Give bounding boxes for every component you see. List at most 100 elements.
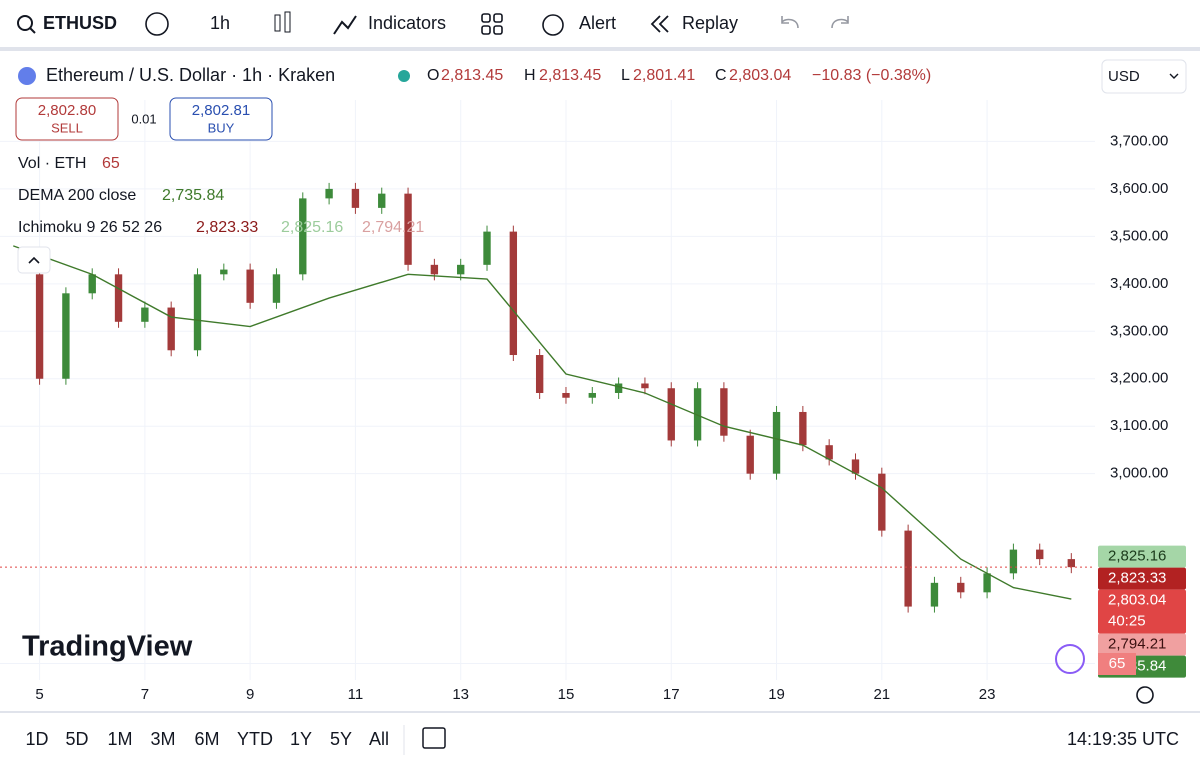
candles-icon bbox=[284, 11, 291, 33]
x-tick-label: 7 bbox=[141, 686, 149, 703]
candle-body bbox=[193, 274, 202, 351]
y-tick-label: 3,200.00 bbox=[1110, 370, 1168, 387]
interval[interactable]: 1h bbox=[210, 13, 230, 33]
currency-select[interactable] bbox=[1101, 59, 1187, 94]
candle-body bbox=[35, 274, 44, 379]
candle-body bbox=[799, 411, 807, 446]
range-button[interactable]: 3M bbox=[150, 729, 175, 749]
price-label bbox=[1098, 633, 1186, 656]
x-tick-label: 9 bbox=[246, 686, 254, 703]
candle-body bbox=[246, 269, 254, 303]
candle-body bbox=[299, 198, 307, 275]
y-tick-label: 3,300.00 bbox=[1110, 322, 1168, 339]
candle-body bbox=[904, 530, 912, 607]
add-symbol[interactable] bbox=[145, 12, 169, 36]
replay[interactable]: Replay bbox=[682, 13, 738, 33]
clock: 14:19:35 UTC bbox=[1067, 729, 1179, 749]
date-range-icon[interactable] bbox=[422, 727, 446, 749]
logo: TradingView bbox=[22, 631, 193, 663]
price-label-text: 2,794.21 bbox=[1108, 636, 1166, 653]
redo[interactable] bbox=[831, 16, 849, 29]
layout-icon bbox=[481, 25, 491, 35]
undo[interactable] bbox=[781, 16, 799, 29]
candle-body bbox=[167, 307, 175, 351]
assistant-icon[interactable] bbox=[1055, 644, 1085, 674]
collapse-icon bbox=[28, 256, 40, 264]
candle-body bbox=[851, 459, 860, 474]
sell-price: 2,802.80 bbox=[38, 102, 96, 119]
vol-name: Vol · ETH bbox=[18, 155, 86, 172]
layout-icon bbox=[493, 13, 503, 23]
vol-value: 65 bbox=[102, 155, 120, 172]
price-label bbox=[1098, 567, 1186, 590]
price-label bbox=[1098, 545, 1186, 568]
layout-icon[interactable] bbox=[481, 13, 491, 23]
price-label-text: 2,803.04 bbox=[1108, 592, 1166, 609]
range-button[interactable]: All bbox=[369, 729, 389, 749]
sell-label: SELL bbox=[51, 120, 83, 135]
plot bbox=[0, 182, 1095, 613]
price-label-text: 2,825.16 bbox=[1108, 548, 1166, 565]
search-icon[interactable] bbox=[17, 15, 33, 31]
symbol[interactable]: ETHUSD bbox=[43, 13, 117, 33]
range-button[interactable]: 5D bbox=[65, 729, 88, 749]
range-button[interactable]: 5Y bbox=[330, 729, 352, 749]
range-button[interactable]: 1Y bbox=[290, 729, 312, 749]
candle-body bbox=[957, 582, 965, 593]
ohlc-value: 2,803.04 bbox=[729, 67, 791, 84]
candle-body bbox=[88, 274, 96, 294]
ohlc-key: O bbox=[427, 67, 439, 84]
range-button[interactable]: 1D bbox=[25, 729, 48, 749]
x-tick-label: 21 bbox=[873, 686, 890, 703]
buy-price: 2,802.81 bbox=[192, 102, 250, 119]
x-tick-label: 5 bbox=[35, 686, 43, 703]
indicators[interactable]: Indicators bbox=[368, 13, 446, 33]
search-icon bbox=[29, 27, 36, 34]
candles-icon[interactable] bbox=[274, 14, 281, 32]
dema-value: 2,735.84 bbox=[162, 187, 224, 204]
ichimoku-value: 2,823.33 bbox=[196, 219, 258, 236]
countdown: 40:25 bbox=[1108, 613, 1146, 630]
y-tick-label: 3,700.00 bbox=[1110, 132, 1168, 149]
x-tick-label: 17 bbox=[663, 686, 680, 703]
candle-body bbox=[62, 293, 70, 379]
range-button[interactable]: YTD bbox=[237, 729, 273, 749]
candle-body bbox=[667, 388, 675, 441]
candle-body bbox=[351, 188, 360, 208]
candle-body bbox=[535, 355, 544, 393]
alert-icon bbox=[542, 14, 564, 36]
candle-body bbox=[614, 383, 623, 393]
candle-body bbox=[141, 307, 149, 322]
currency: USD bbox=[1108, 68, 1140, 85]
buy-label: BUY bbox=[208, 120, 235, 135]
candle-body bbox=[509, 231, 518, 356]
y-tick-label: 3,600.00 bbox=[1110, 180, 1168, 197]
settings-icon[interactable] bbox=[1136, 686, 1154, 704]
candle-body bbox=[746, 435, 754, 474]
ohlc-value: 2,813.45 bbox=[539, 67, 601, 84]
price-label-text: 2,823.33 bbox=[1108, 570, 1166, 587]
candle-body bbox=[720, 388, 728, 436]
buy-button[interactable] bbox=[169, 97, 273, 141]
eth-icon bbox=[18, 67, 36, 85]
candle-body bbox=[825, 445, 833, 460]
alert[interactable]: Alert bbox=[579, 13, 616, 33]
candle-body bbox=[457, 264, 465, 275]
market-status bbox=[398, 70, 410, 82]
candle-body bbox=[220, 269, 228, 275]
y-tick-label: 3,100.00 bbox=[1110, 417, 1168, 434]
y-tick-label: 3,400.00 bbox=[1110, 275, 1168, 292]
range-button[interactable]: 6M bbox=[194, 729, 219, 749]
range-button[interactable]: 1M bbox=[107, 729, 132, 749]
candle-body bbox=[483, 231, 491, 265]
sell-button[interactable] bbox=[15, 97, 119, 141]
candle-body bbox=[930, 582, 939, 607]
ichimoku-value: 2,825.16 bbox=[281, 219, 343, 236]
x-tick-label: 23 bbox=[979, 686, 996, 703]
collapse-legend[interactable] bbox=[17, 246, 51, 274]
ichimoku-name: Ichimoku 9 26 52 26 bbox=[18, 219, 162, 236]
candle-body bbox=[1067, 559, 1075, 568]
x-tick-label: 19 bbox=[768, 686, 785, 703]
candle-body bbox=[562, 392, 570, 398]
